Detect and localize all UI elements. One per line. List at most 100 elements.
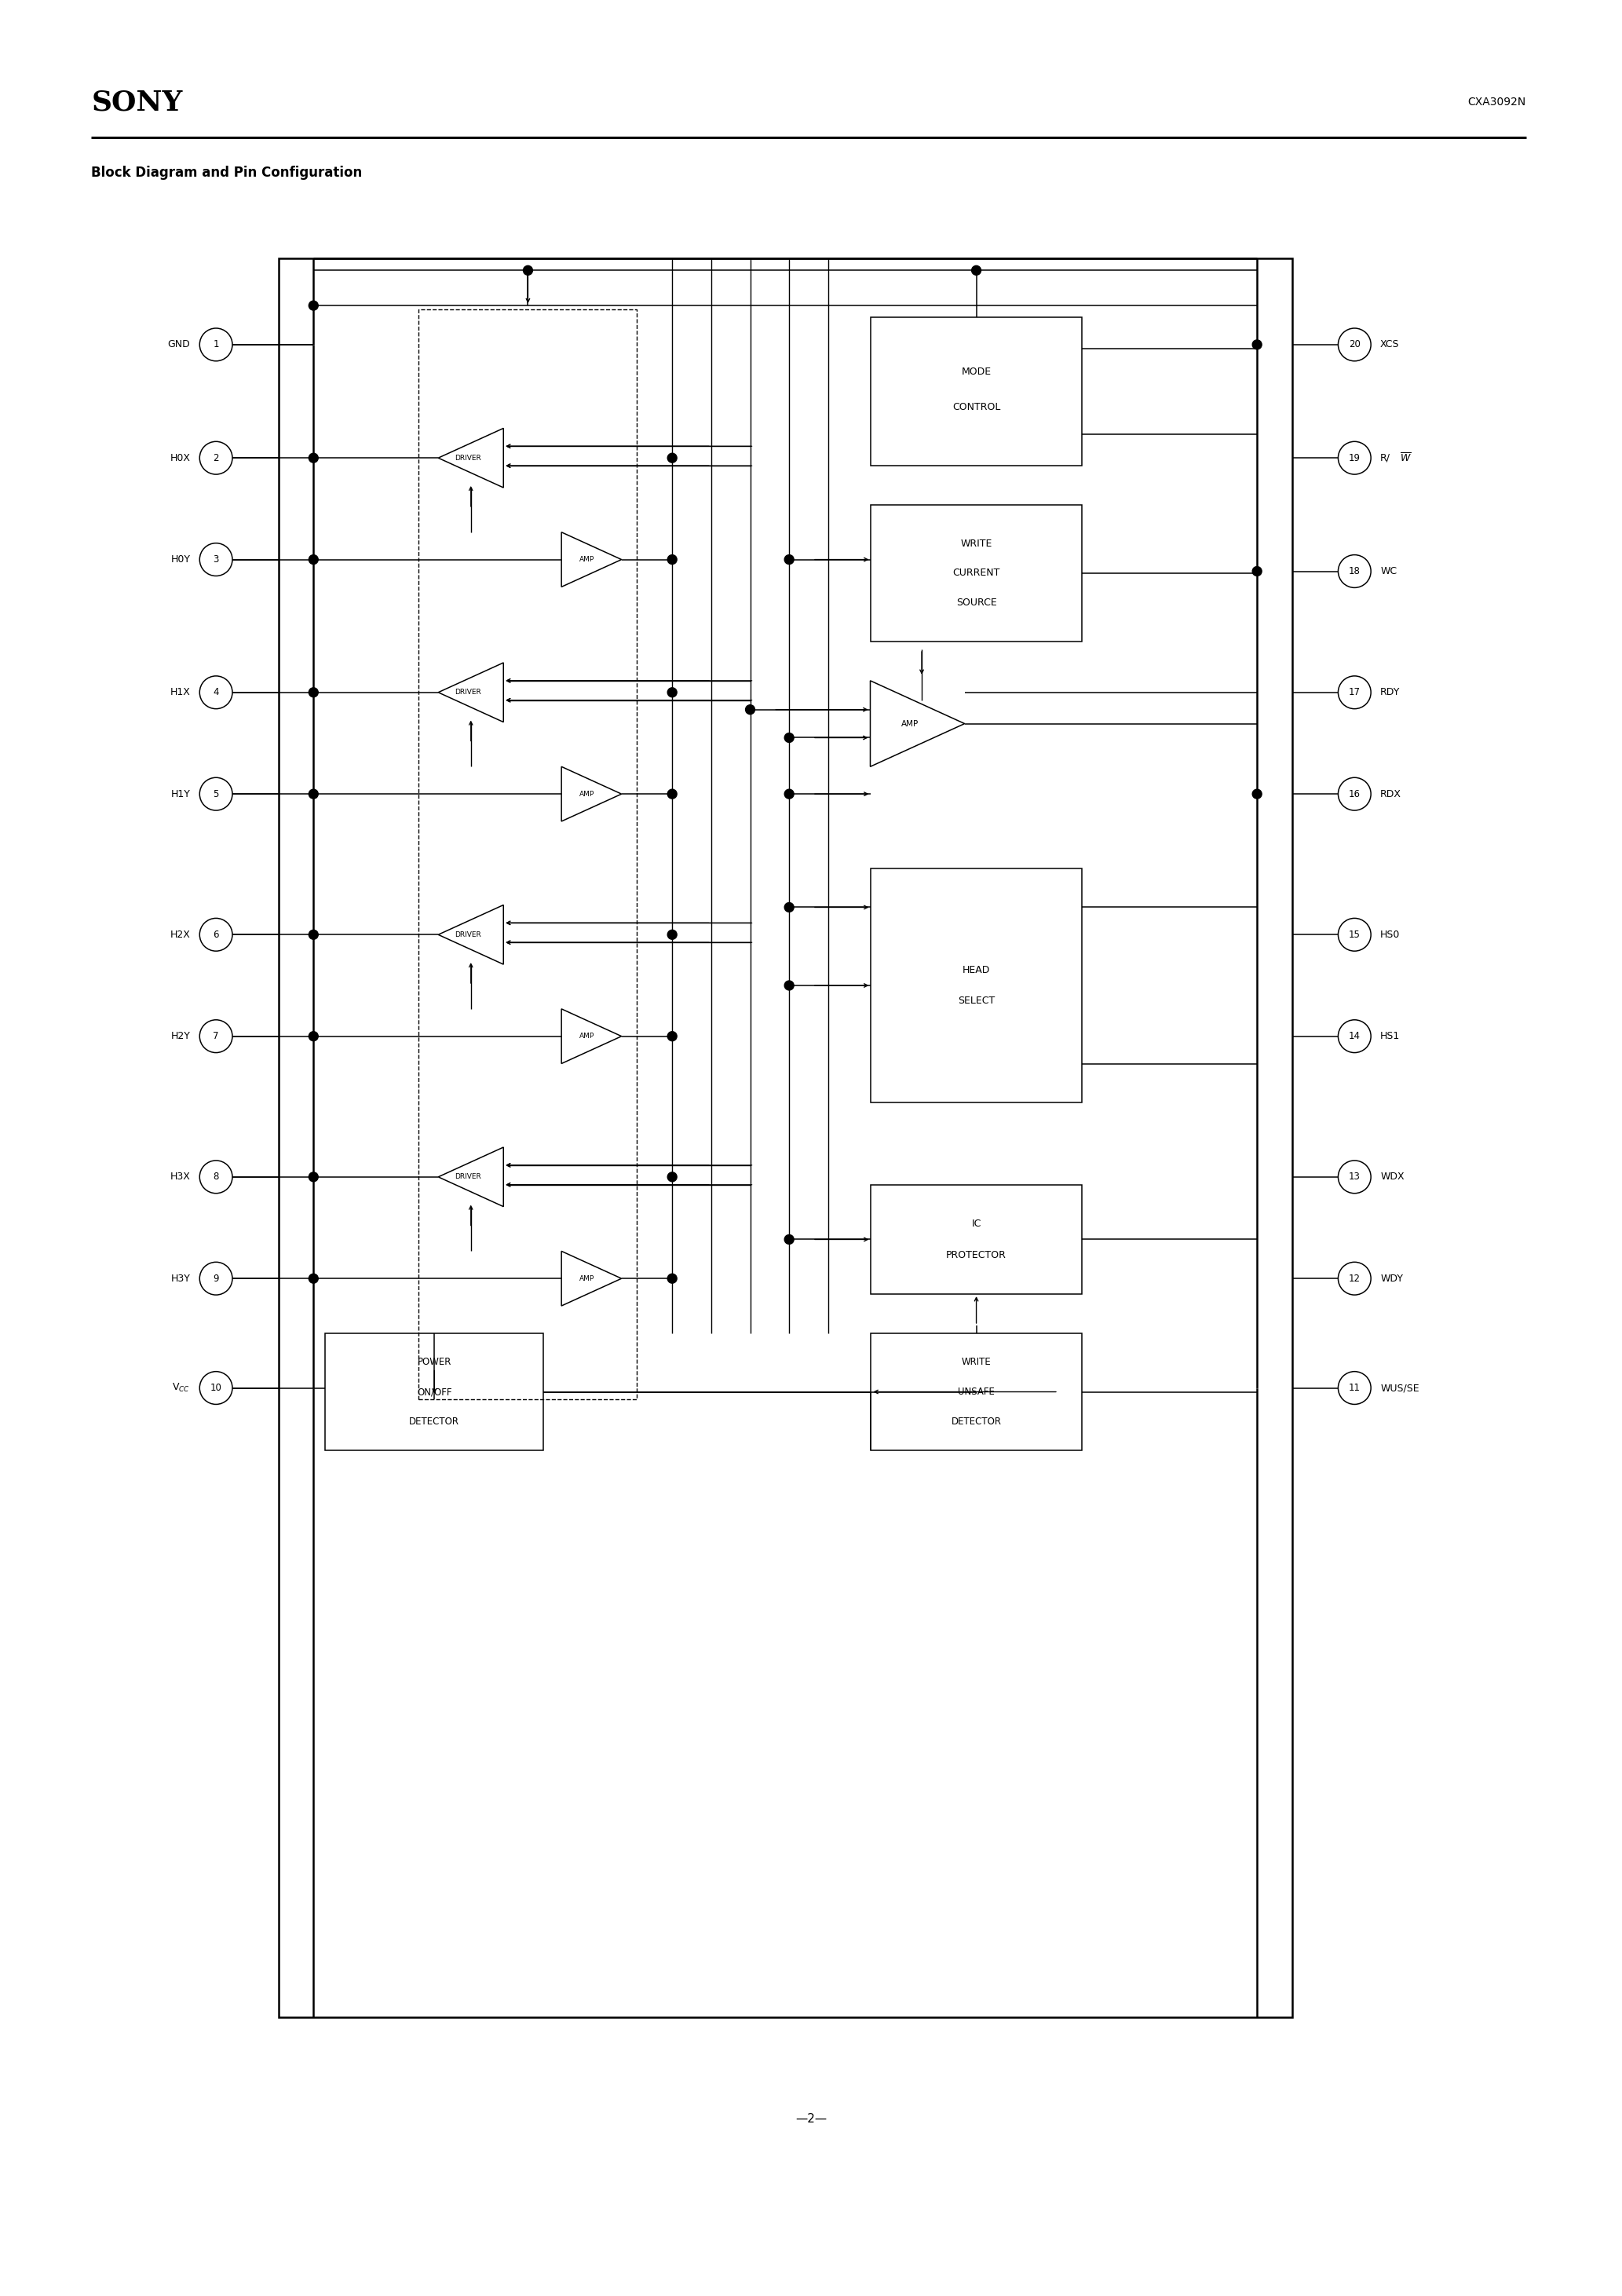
Bar <box>279 259 1293 2016</box>
Text: HEAD: HEAD <box>962 964 989 976</box>
Circle shape <box>668 689 676 698</box>
Text: 15: 15 <box>1348 930 1361 939</box>
Circle shape <box>200 441 232 475</box>
Text: WC: WC <box>1380 567 1397 576</box>
Circle shape <box>1338 1263 1371 1295</box>
Circle shape <box>524 266 532 276</box>
Text: 12: 12 <box>1348 1274 1361 1283</box>
Circle shape <box>972 266 981 276</box>
Circle shape <box>1252 340 1262 349</box>
Text: 20: 20 <box>1348 340 1361 349</box>
Circle shape <box>668 452 676 461</box>
Text: HS0: HS0 <box>1380 930 1400 939</box>
Circle shape <box>668 1173 676 1182</box>
Text: CONTROL: CONTROL <box>952 402 1001 413</box>
Bar <box>871 1185 1082 1295</box>
Text: IC: IC <box>972 1219 981 1228</box>
Text: 18: 18 <box>1348 567 1361 576</box>
Text: 7: 7 <box>212 1031 219 1042</box>
Circle shape <box>200 1371 232 1405</box>
Circle shape <box>785 902 793 912</box>
Text: XCS: XCS <box>1380 340 1400 349</box>
Circle shape <box>785 732 793 742</box>
Circle shape <box>1252 567 1262 576</box>
Text: DRIVER: DRIVER <box>454 455 480 461</box>
Text: WDY: WDY <box>1380 1274 1403 1283</box>
Text: AMP: AMP <box>579 556 594 563</box>
Text: V$_{CC}$: V$_{CC}$ <box>172 1382 190 1394</box>
Circle shape <box>200 918 232 951</box>
Text: AMP: AMP <box>579 1274 594 1281</box>
Text: 9: 9 <box>212 1274 219 1283</box>
Bar <box>324 1334 543 1451</box>
Circle shape <box>668 1031 676 1040</box>
Text: CURRENT: CURRENT <box>952 567 1001 579</box>
Circle shape <box>785 1235 793 1244</box>
Text: H2X: H2X <box>170 930 190 939</box>
Circle shape <box>1338 1159 1371 1194</box>
Text: 13: 13 <box>1348 1171 1361 1182</box>
Text: WRITE: WRITE <box>962 1357 991 1366</box>
Text: SELECT: SELECT <box>957 996 994 1006</box>
Circle shape <box>1338 556 1371 588</box>
Text: 10: 10 <box>211 1382 222 1394</box>
Circle shape <box>200 328 232 360</box>
Text: SONY: SONY <box>91 90 183 115</box>
Bar <box>418 310 637 1401</box>
Bar <box>871 868 1082 1102</box>
Text: H0X: H0X <box>170 452 190 464</box>
Circle shape <box>200 544 232 576</box>
Circle shape <box>668 790 676 799</box>
Circle shape <box>1338 778 1371 810</box>
Text: WRITE: WRITE <box>960 537 993 549</box>
Text: 11: 11 <box>1348 1382 1361 1394</box>
Circle shape <box>785 980 793 990</box>
Circle shape <box>1338 675 1371 709</box>
Circle shape <box>1338 918 1371 951</box>
Circle shape <box>1338 1371 1371 1405</box>
Text: WUS/SE: WUS/SE <box>1380 1382 1419 1394</box>
Text: HS1: HS1 <box>1380 1031 1400 1042</box>
Circle shape <box>785 790 793 799</box>
Text: 16: 16 <box>1348 790 1361 799</box>
Circle shape <box>785 556 793 565</box>
Circle shape <box>200 1019 232 1052</box>
Circle shape <box>1252 790 1262 799</box>
Text: RDY: RDY <box>1380 687 1400 698</box>
Circle shape <box>308 452 318 461</box>
Text: 1: 1 <box>212 340 219 349</box>
Text: RDX: RDX <box>1380 790 1401 799</box>
Circle shape <box>308 930 318 939</box>
Circle shape <box>200 778 232 810</box>
Text: PROTECTOR: PROTECTOR <box>946 1249 1007 1261</box>
Text: H3Y: H3Y <box>170 1274 190 1283</box>
Text: ON/OFF: ON/OFF <box>417 1387 453 1396</box>
Text: 14: 14 <box>1348 1031 1361 1042</box>
Text: DRIVER: DRIVER <box>454 689 480 696</box>
Text: H0Y: H0Y <box>170 553 190 565</box>
Text: Block Diagram and Pin Configuration: Block Diagram and Pin Configuration <box>91 165 362 179</box>
Bar <box>871 1334 1082 1451</box>
Circle shape <box>1338 1019 1371 1052</box>
Text: WDX: WDX <box>1380 1171 1405 1182</box>
Text: H3X: H3X <box>170 1171 190 1182</box>
Text: —2—: —2— <box>795 2112 827 2124</box>
Text: 5: 5 <box>212 790 219 799</box>
Text: 2: 2 <box>212 452 219 464</box>
Text: UNSAFE: UNSAFE <box>959 1387 994 1396</box>
Circle shape <box>200 1159 232 1194</box>
Circle shape <box>668 930 676 939</box>
Text: 17: 17 <box>1348 687 1361 698</box>
Circle shape <box>308 1173 318 1182</box>
Circle shape <box>668 1274 676 1283</box>
Circle shape <box>308 790 318 799</box>
Text: 8: 8 <box>212 1171 219 1182</box>
Text: H2Y: H2Y <box>170 1031 190 1042</box>
Circle shape <box>668 556 676 565</box>
Text: CXA3092N: CXA3092N <box>1468 96 1526 108</box>
Text: $\overline{W}$: $\overline{W}$ <box>1400 452 1411 464</box>
Circle shape <box>746 705 754 714</box>
Text: DRIVER: DRIVER <box>454 932 480 939</box>
Text: DETECTOR: DETECTOR <box>950 1417 1001 1426</box>
Circle shape <box>308 301 318 310</box>
